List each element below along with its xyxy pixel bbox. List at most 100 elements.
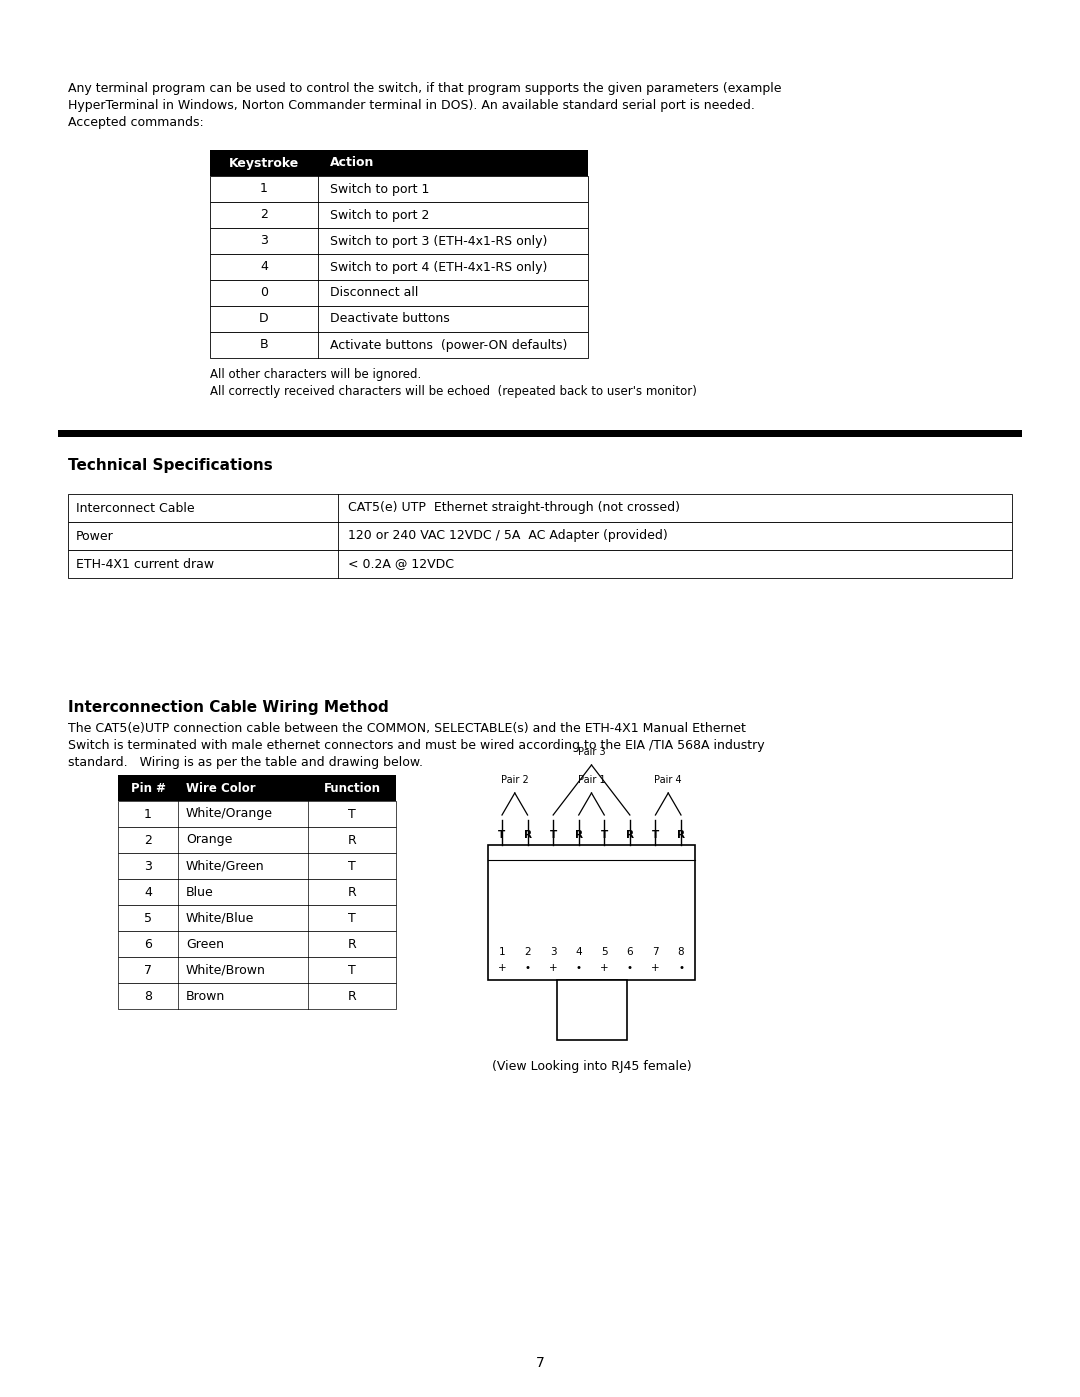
Bar xyxy=(68,522,1012,550)
Bar xyxy=(488,845,696,981)
Bar xyxy=(210,332,588,358)
Bar xyxy=(210,279,588,306)
Text: Function: Function xyxy=(324,781,380,795)
Text: Activate buttons  (power-ON defaults): Activate buttons (power-ON defaults) xyxy=(330,338,567,352)
Text: 8: 8 xyxy=(144,989,152,1003)
Text: +: + xyxy=(600,963,609,972)
Text: The CAT5(e)UTP connection cable between the COMMON, SELECTABLE(s) and the ETH-4X: The CAT5(e)UTP connection cable between … xyxy=(68,722,746,735)
Text: 4: 4 xyxy=(260,260,268,274)
Text: R: R xyxy=(677,830,685,840)
Text: Switch to port 4 (ETH-4x1-RS only): Switch to port 4 (ETH-4x1-RS only) xyxy=(330,260,548,274)
Text: T: T xyxy=(498,830,505,840)
Text: Pair 3: Pair 3 xyxy=(578,747,605,757)
Bar xyxy=(210,228,588,254)
Text: B: B xyxy=(259,338,268,352)
Text: Brown: Brown xyxy=(186,989,226,1003)
Text: standard.   Wiring is as per the table and drawing below.: standard. Wiring is as per the table and… xyxy=(68,756,423,768)
Text: Blue: Blue xyxy=(186,886,214,898)
Text: Switch to port 1: Switch to port 1 xyxy=(330,183,430,196)
Text: 3: 3 xyxy=(260,235,268,247)
Text: Interconnection Cable Wiring Method: Interconnection Cable Wiring Method xyxy=(68,700,389,715)
Text: 2: 2 xyxy=(144,834,152,847)
Text: •: • xyxy=(626,963,633,972)
Text: Pair 2: Pair 2 xyxy=(501,775,529,785)
Bar xyxy=(210,176,588,203)
Text: 1: 1 xyxy=(260,183,268,196)
Text: 7: 7 xyxy=(536,1356,544,1370)
Text: Any terminal program can be used to control the switch, if that program supports: Any terminal program can be used to cont… xyxy=(68,82,782,95)
Text: 120 or 240 VAC 12VDC / 5A  AC Adapter (provided): 120 or 240 VAC 12VDC / 5A AC Adapter (pr… xyxy=(348,529,667,542)
Text: 1: 1 xyxy=(499,947,505,957)
Bar xyxy=(210,306,588,332)
Text: T: T xyxy=(348,807,356,820)
Text: T: T xyxy=(348,859,356,873)
Text: Orange: Orange xyxy=(186,834,232,847)
Text: 4: 4 xyxy=(144,886,152,898)
Text: 6: 6 xyxy=(144,937,152,950)
Text: 5: 5 xyxy=(600,947,608,957)
Text: Green: Green xyxy=(186,937,224,950)
Text: All correctly received characters will be echoed  (repeated back to user's monit: All correctly received characters will b… xyxy=(210,386,697,398)
Text: +: + xyxy=(498,963,507,972)
Bar xyxy=(58,430,1022,437)
Bar xyxy=(68,495,1012,522)
Text: < 0.2A @ 12VDC: < 0.2A @ 12VDC xyxy=(348,557,454,570)
Text: CAT5(e) UTP  Ethernet straight-through (not crossed): CAT5(e) UTP Ethernet straight-through (n… xyxy=(348,502,680,514)
Text: R: R xyxy=(575,830,583,840)
Text: R: R xyxy=(348,989,356,1003)
Bar xyxy=(118,775,396,800)
Text: 8: 8 xyxy=(677,947,685,957)
Text: T: T xyxy=(652,830,659,840)
Text: R: R xyxy=(348,937,356,950)
Bar xyxy=(118,930,396,957)
Text: T: T xyxy=(348,964,356,977)
Text: 6: 6 xyxy=(626,947,633,957)
Bar xyxy=(556,981,626,1039)
Text: Pair 4: Pair 4 xyxy=(654,775,683,785)
Bar xyxy=(118,983,396,1009)
Text: All other characters will be ignored.: All other characters will be ignored. xyxy=(210,367,421,381)
Text: Switch is terminated with male ethernet connectors and must be wired according t: Switch is terminated with male ethernet … xyxy=(68,739,765,752)
Text: Action: Action xyxy=(330,156,375,169)
Bar xyxy=(210,149,588,176)
Text: R: R xyxy=(625,830,634,840)
Bar xyxy=(118,879,396,905)
Text: Power: Power xyxy=(76,529,113,542)
Text: White/Blue: White/Blue xyxy=(186,911,255,925)
Text: +: + xyxy=(549,963,557,972)
Text: 2: 2 xyxy=(524,947,531,957)
Text: Wire Color: Wire Color xyxy=(186,781,256,795)
Text: Switch to port 3 (ETH-4x1-RS only): Switch to port 3 (ETH-4x1-RS only) xyxy=(330,235,548,247)
Text: Interconnect Cable: Interconnect Cable xyxy=(76,502,194,514)
Text: Disconnect all: Disconnect all xyxy=(330,286,418,299)
Text: 2: 2 xyxy=(260,208,268,222)
Text: Pin #: Pin # xyxy=(131,781,165,795)
Text: ETH-4X1 current draw: ETH-4X1 current draw xyxy=(76,557,214,570)
Text: •: • xyxy=(576,963,582,972)
Bar xyxy=(118,957,396,983)
Bar xyxy=(118,800,396,827)
Text: 7: 7 xyxy=(652,947,659,957)
Text: 5: 5 xyxy=(144,911,152,925)
Text: T: T xyxy=(550,830,557,840)
Text: D: D xyxy=(259,313,269,326)
Bar xyxy=(68,550,1012,578)
Text: 7: 7 xyxy=(144,964,152,977)
Text: •: • xyxy=(678,963,684,972)
Text: R: R xyxy=(348,834,356,847)
Text: White/Green: White/Green xyxy=(186,859,265,873)
Text: Deactivate buttons: Deactivate buttons xyxy=(330,313,449,326)
Text: Technical Specifications: Technical Specifications xyxy=(68,458,273,474)
Text: Switch to port 2: Switch to port 2 xyxy=(330,208,430,222)
Text: 3: 3 xyxy=(550,947,556,957)
Bar xyxy=(118,827,396,854)
Text: Pair 1: Pair 1 xyxy=(578,775,605,785)
Text: 0: 0 xyxy=(260,286,268,299)
Text: Keystroke: Keystroke xyxy=(229,156,299,169)
Bar xyxy=(118,854,396,879)
Text: +: + xyxy=(651,963,660,972)
Text: T: T xyxy=(348,911,356,925)
Text: Accepted commands:: Accepted commands: xyxy=(68,116,204,129)
Text: •: • xyxy=(525,963,530,972)
Text: R: R xyxy=(348,886,356,898)
